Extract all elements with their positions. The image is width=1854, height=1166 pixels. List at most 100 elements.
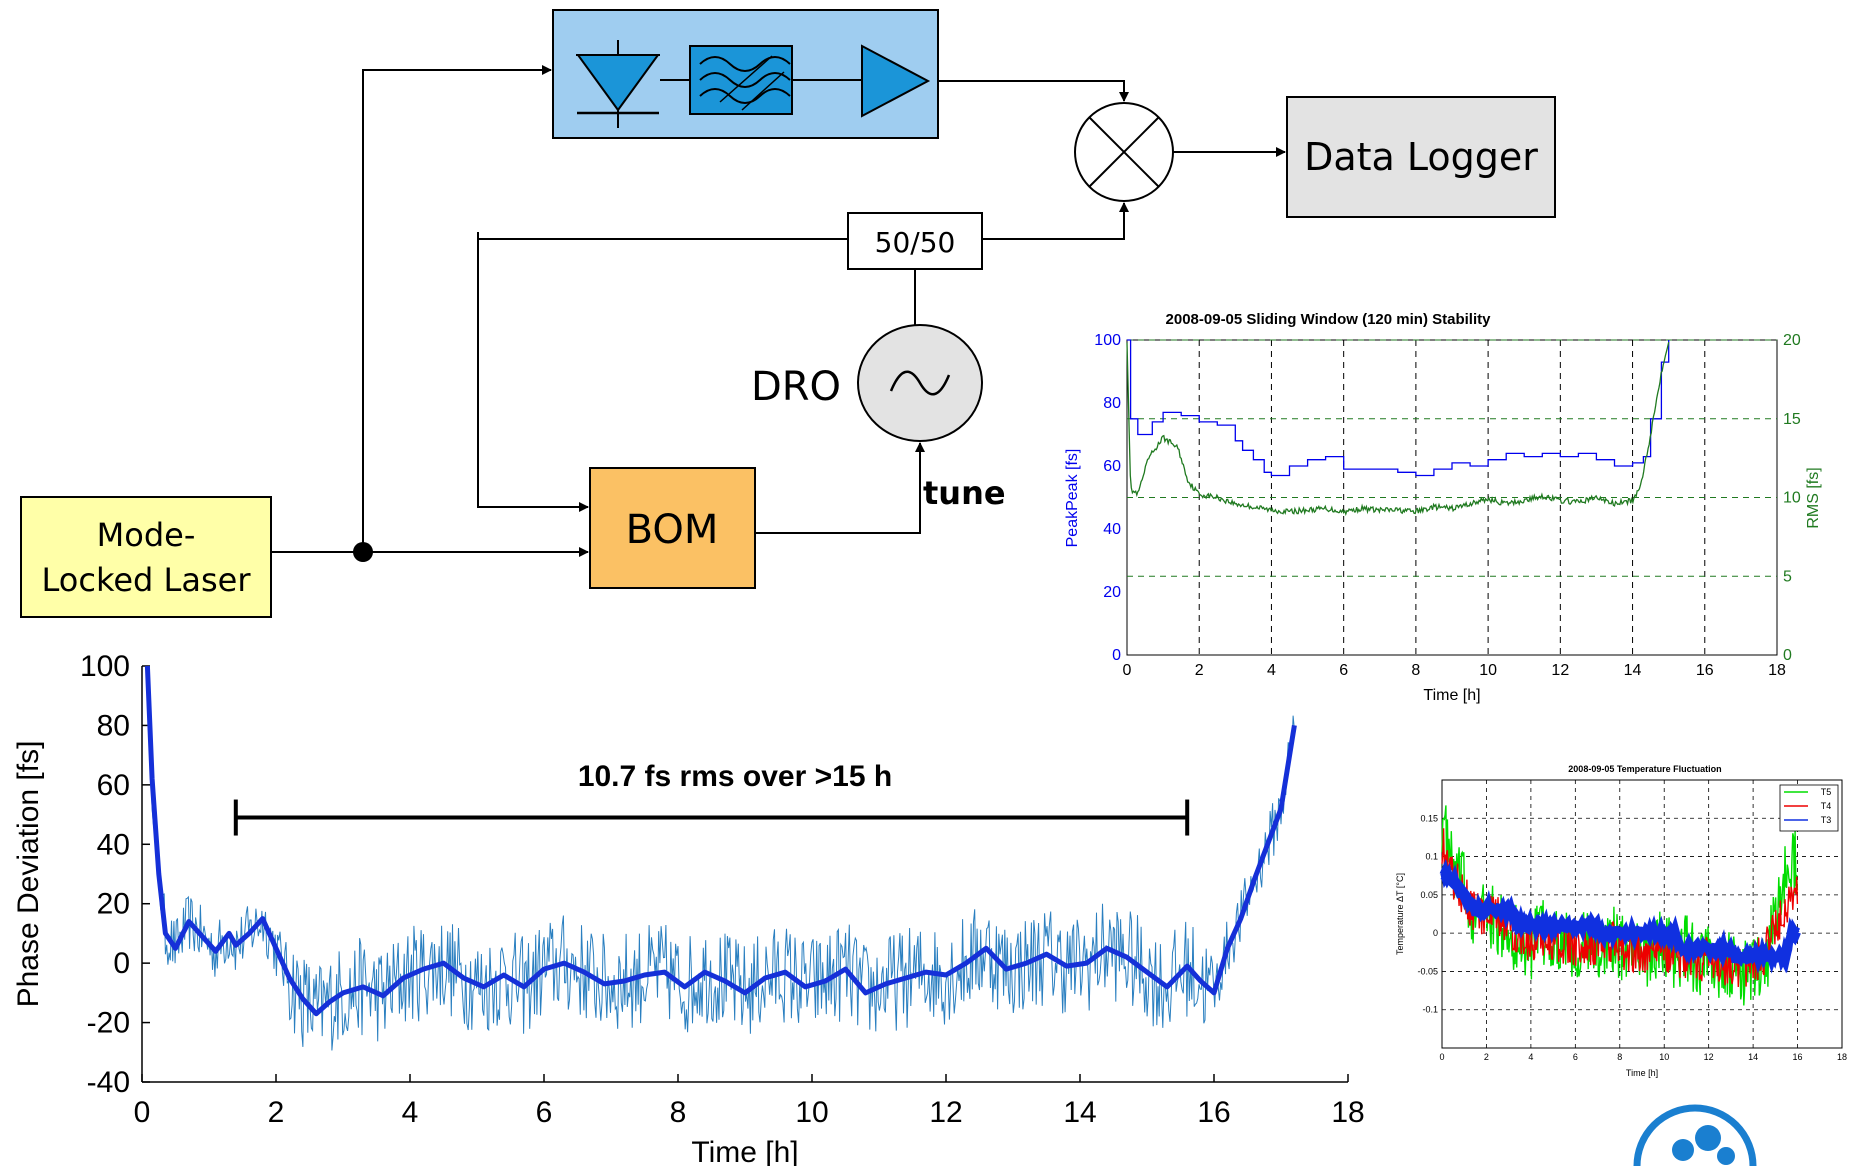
bandpass-filter-icon (689, 45, 793, 115)
main-x-tick-label: 2 (268, 1096, 285, 1129)
temperature-y-tick-label: -0.05 (1417, 966, 1438, 976)
main-x-tick-label: 4 (402, 1096, 419, 1129)
temperature-y-tick-label: 0 (1433, 928, 1438, 938)
laser-label-line2: Locked Laser (42, 561, 252, 599)
temperature-legend: T5 T4 T3 (1779, 784, 1839, 832)
stability-x-tick-label: 6 (1339, 662, 1348, 679)
stability-x-axis-label: Time [h] (1423, 687, 1480, 704)
data-logger-box (1286, 96, 1556, 218)
main-y-tick-label: -20 (87, 1007, 130, 1040)
temperature-legend-box (1779, 784, 1839, 832)
temperature-x-tick-label: 8 (1617, 1052, 1622, 1062)
temperature-x-tick-label: 10 (1659, 1052, 1669, 1062)
temperature-chart: 2008-09-05 Temperature Fluctuation 0 2 4 6 8… (1395, 764, 1847, 1078)
annotation-bracket (233, 799, 1190, 836)
stability-x-tick-label: 16 (1696, 662, 1714, 679)
temperature-chart-title: 2008-09-05 Temperature Fluctuation (1568, 764, 1721, 774)
stability-chart-title: 2008-09-05 Sliding Window (120 min) Stab… (1166, 311, 1492, 328)
main-y-tick-label: -40 (87, 1066, 130, 1099)
temperature-y-tick-label: 0.05 (1420, 890, 1438, 900)
temperature-legend-label: T3 (1821, 815, 1832, 825)
temperature-series-t3 (1439, 858, 1801, 974)
stability-left-y-label: PeakPeak [fs] (1064, 449, 1081, 548)
main-x-tick-label: 0 (134, 1096, 151, 1129)
institute-logo (1633, 1104, 1757, 1166)
stability-series-group (1126, 339, 1670, 517)
smoothed-phase-trace (144, 665, 1297, 1017)
temperature-x-tick-label: 2 (1484, 1052, 1489, 1062)
temperature-x-tick-label: 12 (1704, 1052, 1714, 1062)
stability-x-tick-label: 10 (1479, 662, 1497, 679)
stability-x-tick-label: 12 (1551, 662, 1569, 679)
main-y-axis-label: Phase Deviation [fs] (12, 741, 45, 1008)
dro-label: DRO (751, 364, 841, 410)
peakpeak-series-line (1127, 339, 1670, 477)
bom-label: BOM (626, 507, 719, 553)
temperature-x-tick-label: 0 (1439, 1052, 1444, 1062)
photodiode-icon (576, 40, 660, 128)
stability-right-y-label: RMS [fs] (1805, 467, 1822, 528)
main-x-tick-label: 6 (536, 1096, 553, 1129)
main-series-group (144, 665, 1297, 1051)
laser-label-line1: Mode- (97, 516, 196, 554)
rms-series-line (1126, 342, 1670, 517)
main-x-tick-label: 14 (1063, 1096, 1096, 1129)
stability-right-tick-label: 5 (1783, 568, 1792, 585)
stability-x-tick-label: 18 (1768, 662, 1786, 679)
temperature-x-tick-label: 14 (1748, 1052, 1758, 1062)
main-y-ticks: -40 -20 0 20 40 60 80 100 (80, 650, 150, 1099)
stability-left-tick-label: 0 (1112, 647, 1121, 664)
stability-chart: 2008-09-05 Sliding Window (120 min) Stab… (1064, 311, 1822, 704)
data-logger-label: Data Logger (1304, 135, 1538, 179)
main-y-tick-label: 60 (97, 769, 130, 802)
temperature-legend-label: T4 (1821, 801, 1832, 811)
temperature-x-tick-label: 4 (1528, 1052, 1533, 1062)
temperature-y-axis-label: Temperature ΔT [°C] (1395, 873, 1405, 955)
stability-right-tick-label: 0 (1783, 647, 1792, 664)
main-x-tick-label: 8 (670, 1096, 687, 1129)
main-y-tick-label: 0 (113, 947, 130, 980)
stability-right-tick-label: 15 (1783, 411, 1801, 428)
main-x-ticks: 0 2 4 6 8 10 12 14 16 18 (134, 1074, 1365, 1129)
temperature-y-tick-label: 0.1 (1425, 852, 1438, 862)
stability-grid (1127, 339, 1777, 655)
main-x-tick-label: 16 (1197, 1096, 1230, 1129)
mixer-icon (1074, 102, 1174, 202)
temperature-y-tick-label: 0.15 (1420, 813, 1438, 823)
temperature-x-axis-label: Time [h] (1626, 1068, 1658, 1078)
temperature-y-tick-label: -0.1 (1422, 1005, 1438, 1015)
bom-box (589, 467, 756, 589)
stability-right-tick-label: 10 (1783, 490, 1801, 507)
main-x-tick-label: 18 (1331, 1096, 1364, 1129)
stability-left-tick-label: 60 (1103, 458, 1121, 475)
main-y-tick-label: 40 (97, 828, 130, 861)
stability-left-tick-label: 100 (1094, 332, 1121, 349)
laser-box (20, 496, 272, 618)
main-y-tick-label: 20 (97, 888, 130, 921)
stability-left-tick-label: 80 (1103, 395, 1121, 412)
temperature-x-tick-label: 16 (1793, 1052, 1803, 1062)
stability-left-tick-label: 20 (1103, 584, 1121, 601)
main-x-tick-label: 12 (929, 1096, 962, 1129)
dro-oscillator-icon (857, 324, 983, 442)
stability-x-tick-label: 14 (1624, 662, 1642, 679)
temperature-x-tick-label: 6 (1573, 1052, 1578, 1062)
temperature-legend-label: T5 (1821, 787, 1832, 797)
stability-x-tick-label: 0 (1123, 662, 1132, 679)
stability-x-tick-label: 4 (1267, 662, 1276, 679)
splitter-box (847, 212, 983, 270)
temperature-series-group (1439, 805, 1801, 1006)
annotation-text: 10.7 fs rms over >15 h (578, 760, 892, 793)
temperature-x-tick-label: 18 (1837, 1052, 1847, 1062)
main-x-axis-label: Time [h] (691, 1136, 798, 1166)
splitter-label: 50/50 (875, 226, 956, 259)
raw-phase-trace (146, 675, 1295, 1051)
stability-x-tick-label: 2 (1195, 662, 1204, 679)
block-diagram: Data Logger 50/50 DRO tune BOM Mode- Loc… (20, 9, 1556, 618)
stability-left-tick-label: 40 (1103, 521, 1121, 538)
stability-x-tick-label: 8 (1411, 662, 1420, 679)
main-y-tick-label: 100 (80, 650, 130, 683)
